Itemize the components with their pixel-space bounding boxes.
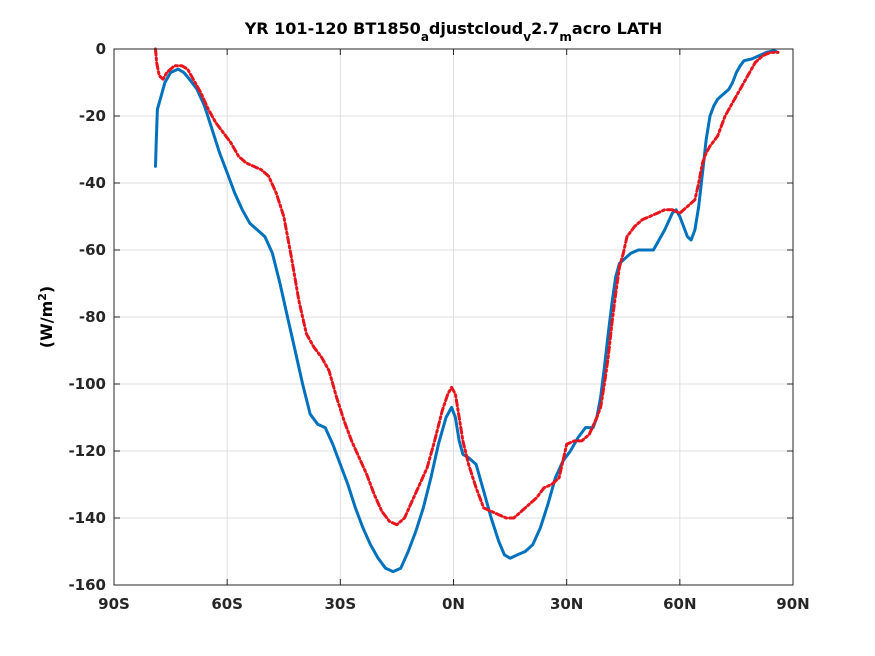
x-tick-label: 30N [550,595,583,613]
y-tick-label: -100 [68,375,106,393]
y-tick-label: -60 [79,241,106,259]
y-axis-label: (W/m2) [36,286,57,348]
x-tick-label: 0N [442,595,465,613]
y-tick-label: -160 [68,576,106,594]
y-tick-label: -40 [79,174,106,192]
x-tick-label: 30S [324,595,356,613]
y-tick-label: -20 [79,107,106,125]
axis-ticks: 90S 60S 30S 0N 30N 60N 90N 0 -20 -40 -60 -80 -100 -12… [68,40,809,613]
y-tick-label: -140 [68,509,106,527]
y-tick-label: -80 [79,308,106,326]
series-group [154,47,780,574]
x-tick-label: 90S [98,595,130,613]
x-tick-label: 60N [663,595,696,613]
series-line-2 [154,47,780,527]
series-line-1 [154,49,780,574]
y-tick-label: 0 [96,40,106,58]
x-tick-label: 90N [776,595,809,613]
chart-title: YR 101-120 BT1850adjustcloudv2.7macro LA… [244,19,663,44]
x-tick-label: 60S [211,595,243,613]
y-tick-label: -120 [68,442,106,460]
